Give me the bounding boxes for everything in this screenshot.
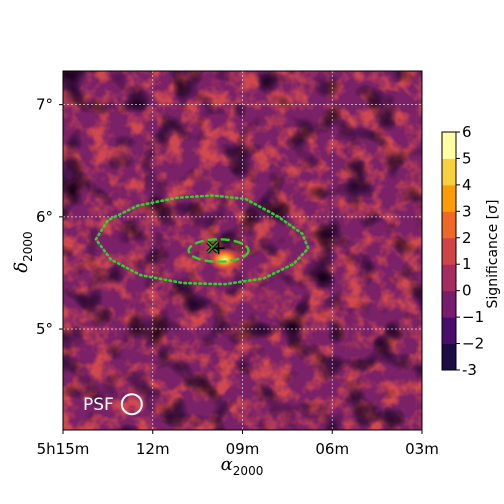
colorbar-segment (442, 211, 456, 239)
colorbar-segment (442, 158, 456, 186)
colorbar-tick-label: 1 (462, 255, 472, 273)
colorbar-tick-label: -3 (462, 361, 477, 379)
colorbar-tick-label: 2 (462, 229, 472, 247)
y-axis-label: δ2000 (11, 231, 35, 272)
colorbar-frame (441, 131, 457, 371)
y-axis-ticks: 5° 6° 7° (36, 96, 63, 338)
x-axis-ticks: 5h15m 12m 09m 06m 03m (37, 430, 439, 458)
inner-contour (187, 238, 250, 263)
colorbar-segment (442, 132, 456, 159)
x-tick-label: 03m (405, 440, 439, 458)
colorbar-segment (442, 264, 456, 292)
y-tick-label: 6° (36, 208, 53, 226)
colorbar-segment (442, 184, 456, 212)
psf-circle (120, 393, 143, 416)
colorbar-segment (442, 290, 456, 318)
psf-label: PSF (83, 395, 114, 415)
colorbar-tick-label: 3 (462, 202, 472, 220)
y-tick-label: 5° (36, 320, 53, 338)
x-tick-label: 12m (136, 440, 170, 458)
map-texture-dark (63, 71, 422, 430)
colorbar-tick-label: −2 (462, 335, 484, 353)
psf-indicator: PSF (83, 393, 143, 416)
colorbar-tick-label: −1 (462, 308, 484, 326)
x-axis-label: α2000 (221, 454, 264, 478)
x-tick-label: 5h15m (37, 440, 90, 458)
colorbar: -3 −2 −1 0 1 2 3 4 5 6 (441, 123, 484, 379)
colorbar-tick-label: 5 (462, 149, 472, 167)
colorbar-label: Significance [σ] (485, 200, 501, 309)
y-tick-label: 7° (36, 96, 53, 114)
x-tick-label: 09m (226, 440, 260, 458)
colorbar-tick-label: 0 (462, 282, 472, 300)
hotspot (208, 247, 241, 272)
colorbar-tick-label: 6 (462, 123, 472, 141)
colorbar-segment (442, 317, 456, 345)
plus-marker (212, 242, 225, 255)
plot-area: PSF (63, 71, 422, 430)
colorbar-segment (442, 343, 456, 371)
markers (206, 240, 225, 255)
colorbar-segment (442, 237, 456, 265)
outer-contour (94, 194, 310, 286)
x-marker (206, 241, 219, 253)
colorbar-tick-label: 4 (462, 176, 472, 194)
x-tick-label: 06m (315, 440, 349, 458)
